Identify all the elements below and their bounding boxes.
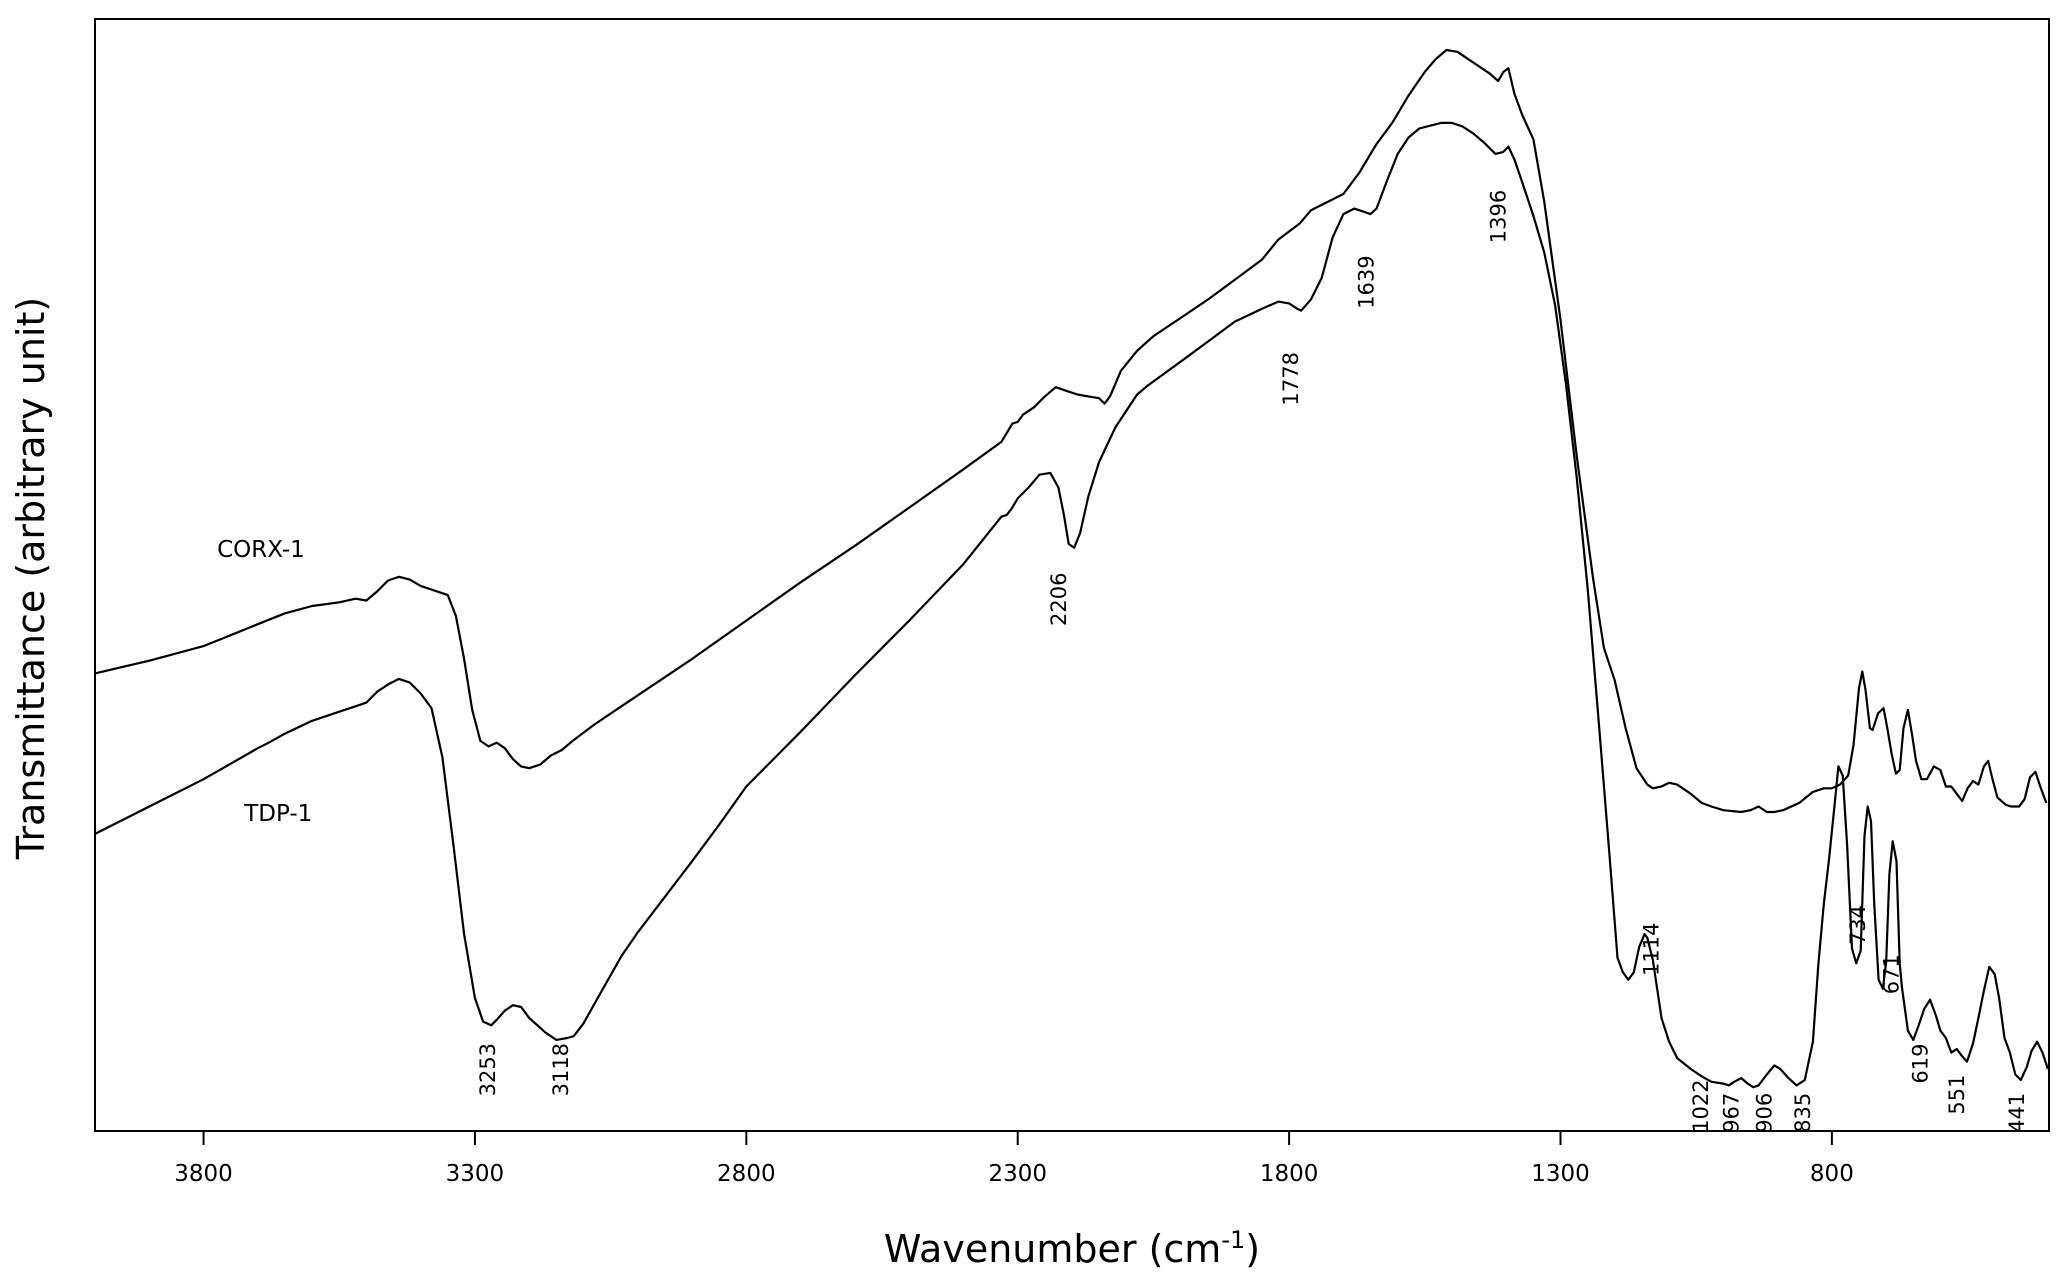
series-label-corx-1: CORX-1	[217, 537, 305, 563]
peak-label-1778: 1778	[1279, 352, 1303, 405]
plot-frame	[94, 18, 2050, 1132]
peak-annotations: 3253 3118 2206 1778 1639 1396 1114 1022 967 906 83…	[476, 190, 2029, 1133]
series-labels: CORX-1 TDP-1	[217, 537, 312, 827]
series-corx-1-line	[94, 48, 2048, 814]
x-tick-label-2300: 2300	[988, 1161, 1047, 1187]
peak-label-1114: 1114	[1640, 923, 1664, 976]
x-tick-label-2800: 2800	[717, 1161, 776, 1187]
peak-label-441: 441	[2005, 1093, 2029, 1133]
x-tick-label-3800: 3800	[174, 1161, 233, 1187]
peak-label-835: 835	[1791, 1093, 1815, 1133]
x-tick-label-3300: 3300	[446, 1161, 505, 1187]
peak-label-3253: 3253	[476, 1043, 500, 1096]
peak-label-1396: 1396	[1487, 190, 1511, 243]
x-axis-title: Wavenumber (cm-1)	[884, 1226, 1260, 1271]
peak-label-967: 967	[1719, 1093, 1743, 1133]
y-axis-title: Transmittance (arbitrary unit)	[9, 297, 53, 860]
peak-label-734: 734	[1846, 905, 1870, 945]
x-tick-label-800: 800	[1810, 1161, 1854, 1187]
series-tdp-1-line	[94, 121, 2049, 1089]
peak-label-551: 551	[1945, 1075, 1969, 1115]
series-label-tdp-1: TDP-1	[243, 801, 312, 827]
peak-label-1639: 1639	[1355, 255, 1379, 308]
peak-label-671: 671	[1880, 954, 1904, 994]
x-tick-label-1800: 1800	[1260, 1161, 1319, 1187]
peak-label-619: 619	[1908, 1044, 1932, 1084]
peak-label-3118: 3118	[549, 1043, 573, 1096]
spectra	[94, 48, 2049, 1089]
x-ticks: 3800 3300 2800 2300 1800 1300 800	[174, 1131, 1854, 1187]
peak-label-2206: 2206	[1047, 573, 1071, 626]
x-tick-label-1300: 1300	[1531, 1161, 1590, 1187]
peak-label-906: 906	[1753, 1093, 1777, 1133]
peak-label-1022: 1022	[1689, 1079, 1713, 1132]
